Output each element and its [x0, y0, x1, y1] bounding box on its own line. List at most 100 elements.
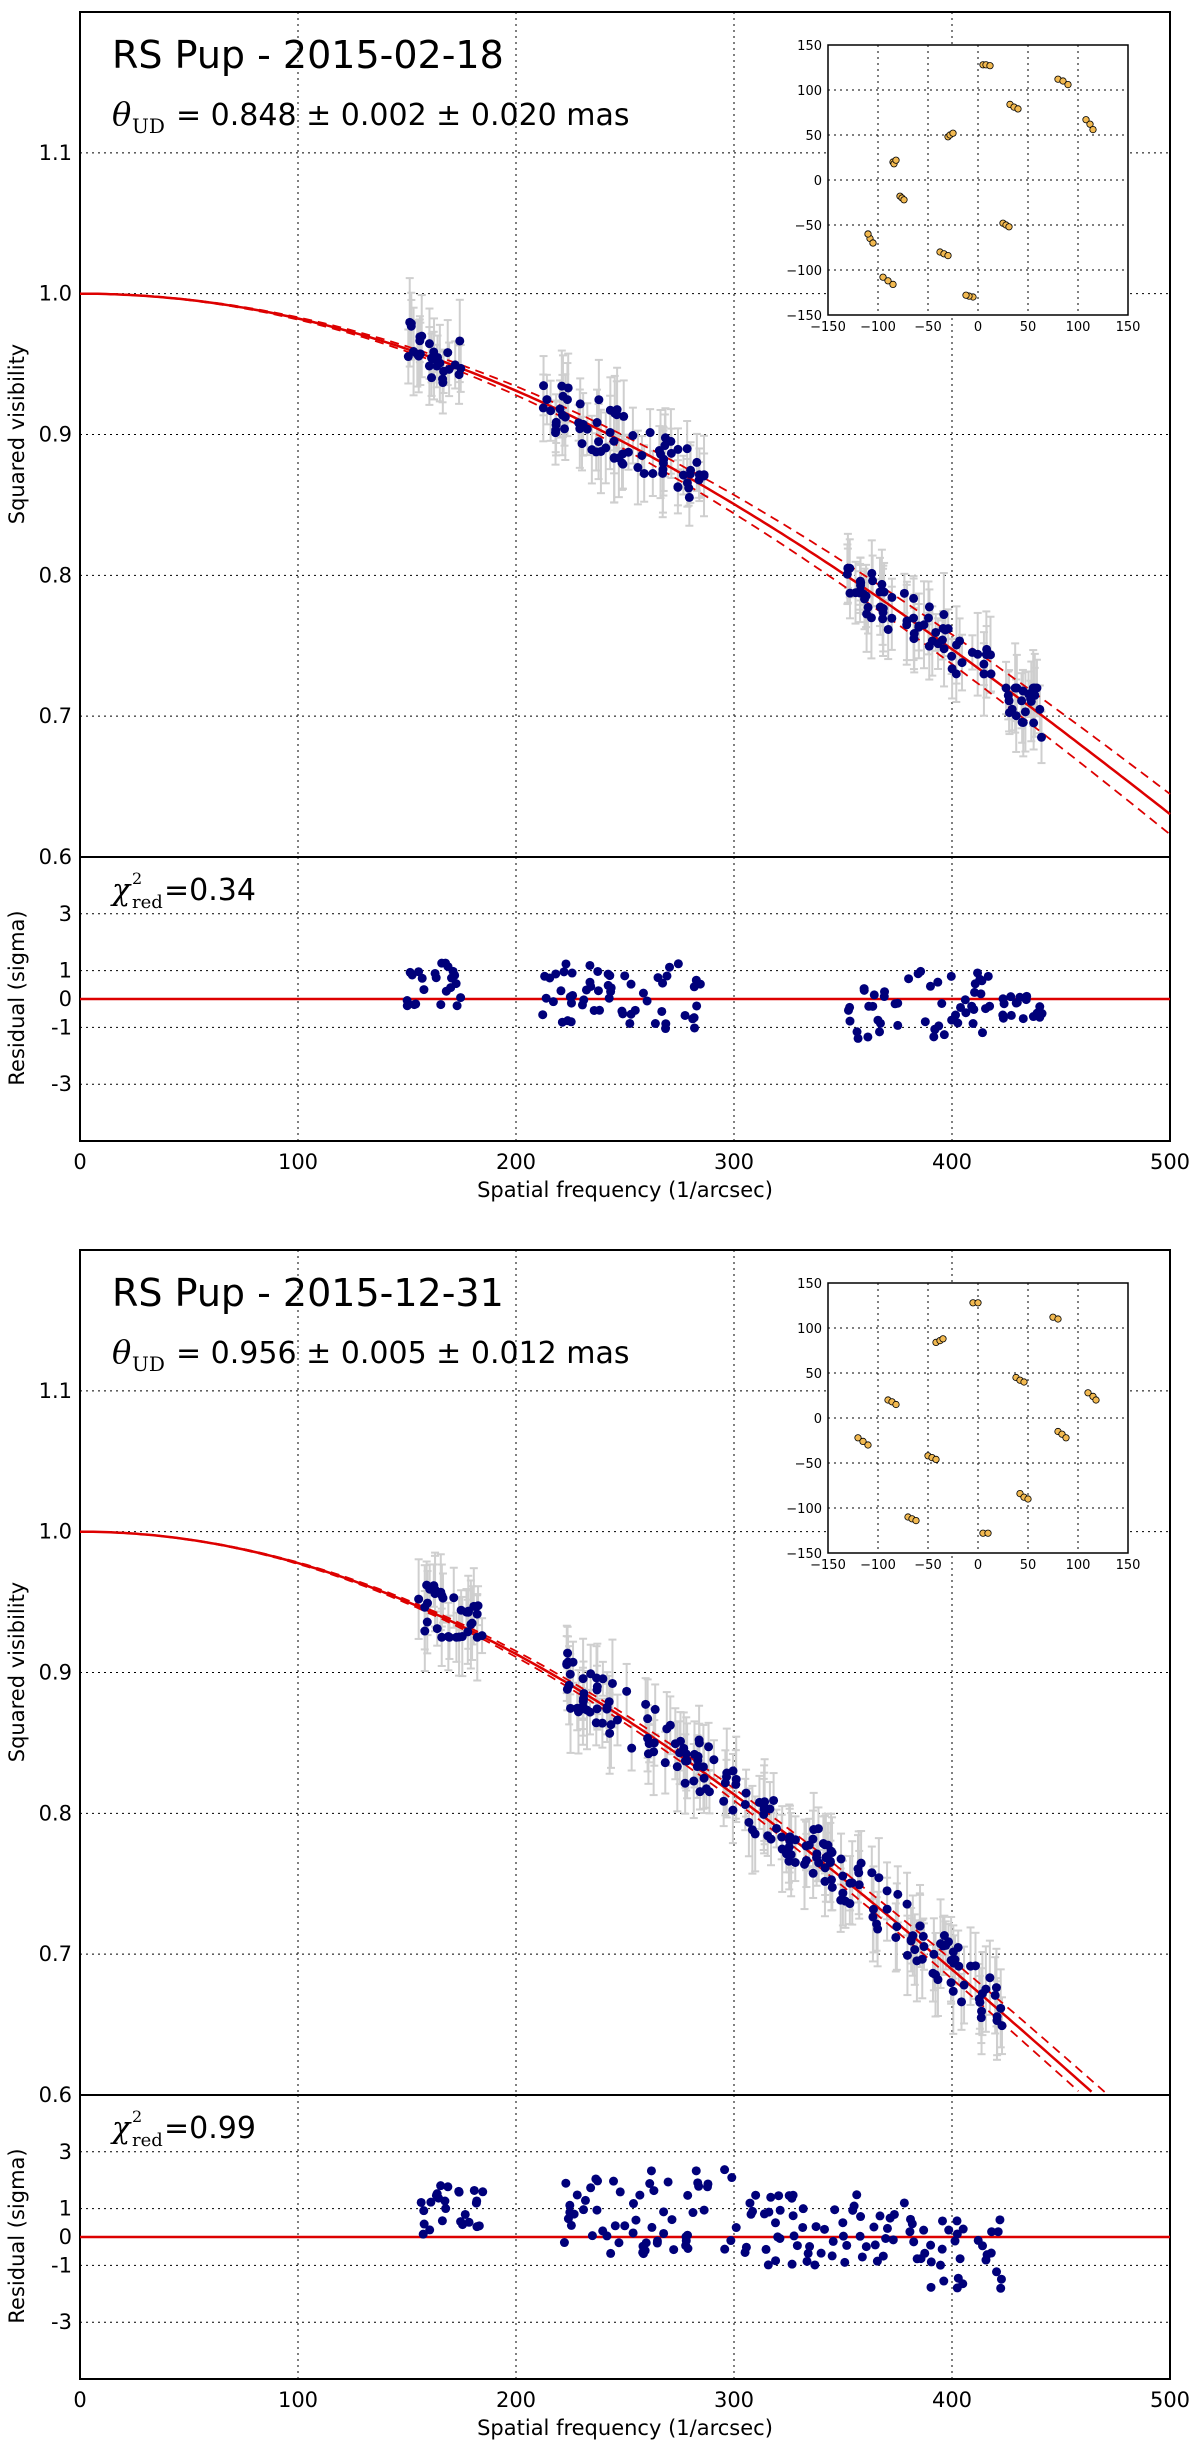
uv-point: [984, 1529, 992, 1537]
data-point: [923, 613, 933, 623]
data-point: [996, 2003, 1006, 2013]
data-point: [927, 636, 937, 646]
data-point: [579, 1688, 589, 1698]
inset-y-tick-label: 100: [797, 84, 822, 99]
inset-y-tick-label: 50: [805, 1367, 822, 1382]
data-point: [609, 453, 619, 463]
residual-point: [565, 992, 575, 1002]
data-point: [991, 1983, 1001, 1993]
data-point: [585, 1707, 595, 1717]
residual-point: [559, 2238, 569, 2248]
residual-point: [418, 2229, 428, 2239]
residual-point: [606, 2248, 616, 2258]
inset-y-tick-label: 150: [797, 39, 822, 54]
data-point: [1012, 683, 1022, 693]
residual-point: [916, 2254, 926, 2264]
residual-point: [811, 2222, 821, 2232]
data-point: [463, 1606, 473, 1616]
inset-y-tick-label: 0: [814, 174, 822, 189]
residual-point: [572, 2190, 582, 2200]
data-point: [406, 319, 416, 329]
data-point: [909, 628, 919, 638]
residual-y-tick-label: 1: [59, 2197, 72, 2221]
data-point: [861, 591, 871, 601]
inset-y-tick-label: −50: [795, 1457, 822, 1472]
x-tick-label: 400: [932, 2388, 972, 2412]
residual-point: [748, 2206, 758, 2216]
data-point: [867, 568, 877, 578]
data-point: [660, 433, 670, 443]
residual-y-axis-label: Residual (sigma): [5, 2148, 29, 2323]
data-point: [992, 2012, 1002, 2022]
residual-point: [402, 996, 412, 1006]
fit-line-lower: [80, 292, 1171, 795]
data-point: [403, 352, 413, 362]
uv-point: [1054, 1315, 1062, 1323]
uv-point: [1086, 120, 1094, 128]
residual-point: [593, 966, 603, 976]
data-point: [1035, 704, 1045, 714]
uv-point: [869, 239, 877, 247]
data-point: [838, 1888, 848, 1898]
residual-point: [775, 2233, 785, 2243]
data-point: [933, 1975, 943, 1985]
residual-point: [869, 2222, 879, 2232]
uv-point: [939, 1335, 947, 1343]
y-tick-label: 1.1: [39, 1379, 72, 1403]
data-point: [612, 1715, 622, 1725]
y-axis-label: Squared visibility: [5, 344, 29, 524]
data-point: [665, 1720, 675, 1730]
uv-point: [892, 1400, 900, 1409]
data-point: [957, 1997, 967, 2007]
residual-point: [951, 1010, 961, 1020]
residual-point: [996, 2274, 1006, 2284]
data-point: [598, 1674, 608, 1684]
residual-point: [603, 969, 613, 979]
residual-point: [577, 1000, 587, 1010]
residual-point: [830, 2205, 840, 2215]
residual-point: [566, 2220, 576, 2230]
y-tick-label: 0.8: [39, 563, 72, 587]
residual-point: [460, 2209, 470, 2219]
residual-y-tick-label: 1: [59, 959, 72, 983]
residual-point: [452, 1001, 462, 1011]
residual-point: [863, 1032, 873, 1042]
data-points: [403, 317, 1046, 742]
data-point: [902, 1899, 912, 1909]
residual-point: [770, 2218, 780, 2228]
residual-point: [425, 2225, 435, 2235]
data-point: [836, 1895, 846, 1905]
residual-point: [563, 2214, 573, 2224]
data-point: [740, 1800, 750, 1810]
residual-point: [618, 1009, 628, 1019]
residual-point: [591, 2174, 601, 2184]
data-point: [990, 1990, 1000, 2000]
data-point: [551, 417, 561, 427]
x-tick-label: 0: [73, 2388, 86, 2412]
residual-point: [681, 2236, 691, 2246]
residual-point: [952, 2283, 962, 2293]
data-point: [606, 1720, 616, 1730]
data-point: [682, 444, 692, 454]
y-tick-label: 1.0: [39, 282, 72, 306]
residual-point: [861, 2242, 871, 2252]
data-point: [1032, 683, 1042, 693]
data-point: [728, 1805, 738, 1815]
residual-point: [870, 2240, 880, 2250]
data-point: [444, 1632, 454, 1642]
data-point: [680, 1756, 690, 1766]
uv-point: [962, 291, 970, 299]
data-point: [451, 1632, 461, 1642]
residual-point: [838, 2231, 848, 2241]
fit-curves: [80, 292, 1171, 1001]
residual-point: [650, 1019, 660, 1029]
data-point: [982, 644, 992, 654]
residual-point: [803, 2248, 813, 2258]
data-point: [594, 437, 604, 447]
data-point: [609, 436, 619, 446]
residual-point: [561, 959, 571, 969]
residual-y-tick-label: -1: [51, 2253, 72, 2277]
residual-point: [882, 2223, 892, 2233]
data-point: [878, 604, 888, 614]
residual-point: [983, 971, 993, 981]
